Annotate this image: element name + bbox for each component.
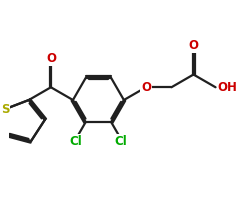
Text: Cl: Cl [114, 135, 127, 148]
Text: Cl: Cl [70, 135, 83, 148]
Text: OH: OH [218, 81, 237, 94]
Text: S: S [1, 103, 9, 116]
Text: O: O [141, 81, 151, 94]
Text: O: O [188, 39, 198, 52]
Text: O: O [46, 52, 56, 65]
